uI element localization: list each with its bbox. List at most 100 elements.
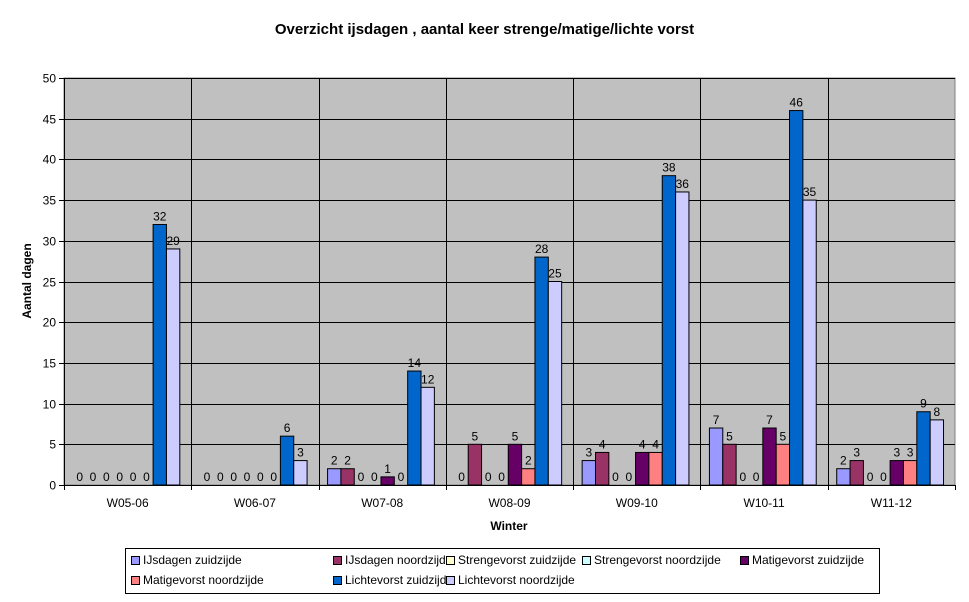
legend-swatch (333, 555, 342, 565)
bar (762, 427, 777, 486)
data-label: 0 (498, 470, 505, 484)
x-tick-label: W10-11 (744, 496, 785, 510)
bar (279, 435, 295, 486)
data-label: 2 (525, 454, 532, 468)
chart-title: Overzicht ijsdagen , aantal keer strenge… (274, 21, 695, 38)
data-label: 5 (726, 429, 733, 443)
bar (789, 110, 804, 486)
y-tick-label: 40 (43, 153, 57, 167)
data-label: 1 (384, 462, 391, 476)
legend-swatch (131, 555, 140, 565)
data-label: 2 (344, 454, 351, 468)
x-tick-label: W09-10 (616, 496, 658, 510)
data-label: 5 (512, 429, 519, 443)
x-tick-label: W11-12 (871, 496, 912, 510)
bar (467, 443, 483, 486)
bar (916, 411, 931, 486)
bar (902, 460, 918, 486)
y-tick-label: 15 (43, 357, 57, 371)
legend-item: Matigevorst zuidzijde (740, 553, 864, 567)
data-label: 0 (130, 470, 137, 484)
legend-item: Matigevorst noordzijde (131, 573, 264, 587)
data-label: 0 (739, 470, 746, 484)
y-tick-label: 45 (43, 113, 57, 127)
bar (722, 443, 737, 486)
bar (521, 468, 536, 486)
bar (407, 370, 422, 486)
data-label: 0 (143, 470, 150, 484)
data-label: 38 (662, 161, 676, 175)
data-label: 0 (204, 470, 211, 484)
data-label: 25 (548, 267, 562, 281)
data-label: 8 (933, 405, 940, 419)
data-label: 29 (166, 234, 180, 248)
data-label: 7 (766, 413, 773, 427)
legend-label: Lichtevorst noordzijde (458, 573, 575, 587)
bar (889, 460, 904, 486)
legend-swatch (131, 575, 140, 585)
data-label: 0 (626, 470, 633, 484)
data-label: 28 (535, 242, 549, 256)
y-tick-label: 30 (43, 235, 57, 249)
data-label: 2 (840, 454, 847, 468)
data-label: 3 (907, 446, 914, 460)
legend-label: Lichtevorst zuidzijde (345, 573, 454, 587)
data-label: 46 (790, 96, 804, 110)
legend-item: Strengevorst zuidzijde (446, 553, 576, 567)
legend-swatch (446, 555, 455, 565)
data-label: 0 (753, 470, 760, 484)
y-tick-label: 50 (43, 72, 57, 86)
legend-label: IJsdagen noordzijde (345, 553, 453, 567)
data-label: 12 (421, 372, 435, 386)
legend-item: Strengevorst noordzijde (582, 553, 721, 567)
plot-area (63, 77, 956, 486)
data-label: 0 (90, 470, 97, 484)
data-label: 3 (297, 446, 304, 460)
bar (507, 443, 523, 486)
data-label: 35 (803, 185, 817, 199)
bar (849, 460, 864, 486)
data-label: 4 (652, 437, 659, 451)
data-label: 3 (893, 446, 900, 460)
data-label: 32 (153, 210, 167, 224)
y-tick-label: 25 (43, 276, 57, 290)
legend: IJsdagen zuidzijde IJsdagen noordzijde Str… (125, 548, 880, 594)
data-label: 0 (458, 470, 465, 484)
bar (152, 224, 167, 486)
y-tick-label: 35 (43, 194, 57, 208)
x-tick-label: W08-09 (488, 496, 530, 510)
legend-label: Strengevorst zuidzijde (458, 553, 577, 567)
bar (929, 419, 945, 486)
data-label: 5 (780, 429, 787, 443)
bar (648, 451, 663, 486)
legend-item: IJsdagen zuidzijde (131, 553, 242, 567)
y-tick-label: 20 (43, 316, 57, 330)
data-label: 0 (612, 470, 619, 484)
data-label: 3 (853, 446, 860, 460)
legend-label: IJsdagen zuidzijde (143, 553, 242, 567)
bar (635, 451, 650, 486)
x-tick-label: W05-06 (107, 496, 149, 510)
legend-label: Matigevorst noordzijde (143, 573, 264, 587)
data-label: 3 (585, 446, 592, 460)
bar (675, 191, 690, 486)
data-label: 0 (217, 470, 224, 484)
x-axis-title: Winter (490, 519, 528, 533)
data-label: 14 (408, 356, 422, 370)
y-axis-title: Aantal dagen (20, 243, 34, 318)
data-label: 0 (76, 470, 83, 484)
bar (836, 468, 851, 486)
data-label: 0 (230, 470, 237, 484)
data-label: 5 (472, 429, 479, 443)
x-tick-label: W06-07 (234, 496, 276, 510)
data-label: 0 (103, 470, 110, 484)
bar (165, 248, 181, 486)
bar (340, 468, 355, 486)
y-tick-label: 10 (43, 398, 57, 412)
legend-label: Matigevorst zuidzijde (752, 553, 865, 567)
data-label: 6 (284, 421, 291, 435)
data-label: 9 (920, 397, 927, 411)
data-label: 7 (713, 413, 720, 427)
data-label: 0 (257, 470, 264, 484)
data-label: 2 (331, 454, 338, 468)
